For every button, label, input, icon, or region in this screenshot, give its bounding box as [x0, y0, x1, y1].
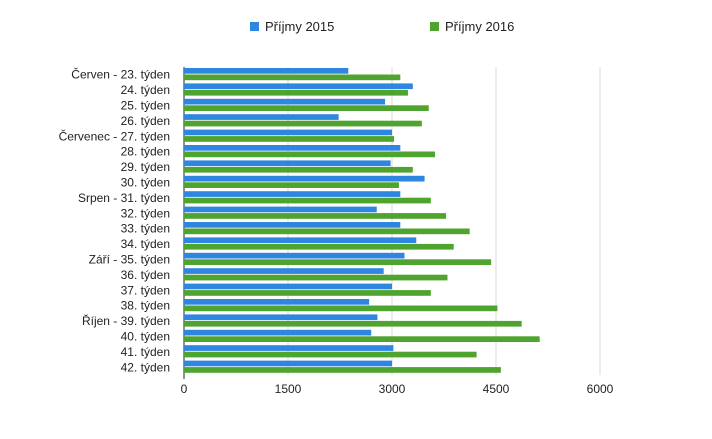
bar [184, 237, 417, 244]
bar [184, 68, 349, 74]
bar [184, 259, 492, 265]
category-label: 32. týden [121, 206, 170, 220]
bar [184, 243, 454, 250]
bar [184, 274, 448, 281]
bar [184, 222, 401, 228]
bar [184, 314, 378, 321]
bar [184, 299, 370, 305]
x-tick-label: 1500 [275, 382, 302, 396]
bar [184, 129, 392, 136]
category-label: Září - 35. týden [89, 253, 170, 267]
bar [184, 360, 392, 367]
bar [184, 105, 429, 111]
bar [184, 345, 394, 351]
category-label: 37. týden [121, 283, 170, 297]
bar [184, 305, 498, 312]
category-label: 40. týden [121, 330, 170, 344]
bar [184, 351, 477, 358]
category-label: Červen - 23. týden [71, 67, 170, 82]
bar [184, 290, 431, 296]
category-label: Srpen - 31. týden [78, 191, 170, 205]
category-label: 28. týden [121, 145, 170, 159]
legend-swatch [250, 22, 259, 31]
bar [184, 197, 431, 204]
bar [184, 74, 401, 81]
x-tick-label: 4500 [483, 382, 510, 396]
category-label: 24. týden [121, 83, 170, 97]
bar [184, 160, 391, 167]
category-label: 36. týden [121, 268, 170, 282]
category-label: Říjen - 39. týden [82, 313, 170, 328]
x-tick-label: 6000 [587, 382, 614, 396]
x-tick-label: 0 [181, 382, 188, 396]
category-label: 25. týden [121, 99, 170, 113]
bars [184, 68, 540, 373]
bar [184, 89, 408, 96]
bar [184, 182, 399, 188]
category-label: 29. týden [121, 160, 170, 174]
bar [184, 228, 470, 235]
bar [184, 175, 425, 182]
bar [184, 320, 522, 327]
bar [184, 213, 447, 219]
bar [184, 114, 339, 120]
category-label: 38. týden [121, 299, 170, 313]
legend-swatch [430, 22, 439, 31]
legend-label: Příjmy 2016 [445, 19, 514, 34]
bar [184, 145, 401, 151]
bar [184, 166, 413, 173]
category-label: 30. týden [121, 176, 170, 190]
legend-label: Příjmy 2015 [265, 19, 334, 34]
bar [184, 191, 401, 197]
bar [184, 329, 372, 336]
category-label: 42. týden [121, 360, 170, 374]
bar [184, 83, 413, 90]
bar [184, 151, 435, 158]
bar [184, 206, 377, 213]
x-tick-label: 3000 [379, 382, 406, 396]
category-label: 34. týden [121, 237, 170, 251]
bar [184, 252, 405, 259]
bar [184, 136, 395, 142]
bar [184, 336, 540, 342]
legend: Příjmy 2015 Příjmy 2016 [250, 19, 514, 34]
category-label: Červenec - 27. týden [59, 128, 170, 143]
category-label: 26. týden [121, 114, 170, 128]
category-label: 33. týden [121, 222, 170, 236]
x-axis-ticks: 0 1500 3000 4500 6000 [181, 382, 614, 396]
category-label: 41. týden [121, 345, 170, 359]
bar [184, 98, 386, 105]
bar [184, 268, 384, 274]
bar [184, 120, 422, 127]
bar [184, 283, 392, 290]
bar [184, 367, 501, 373]
